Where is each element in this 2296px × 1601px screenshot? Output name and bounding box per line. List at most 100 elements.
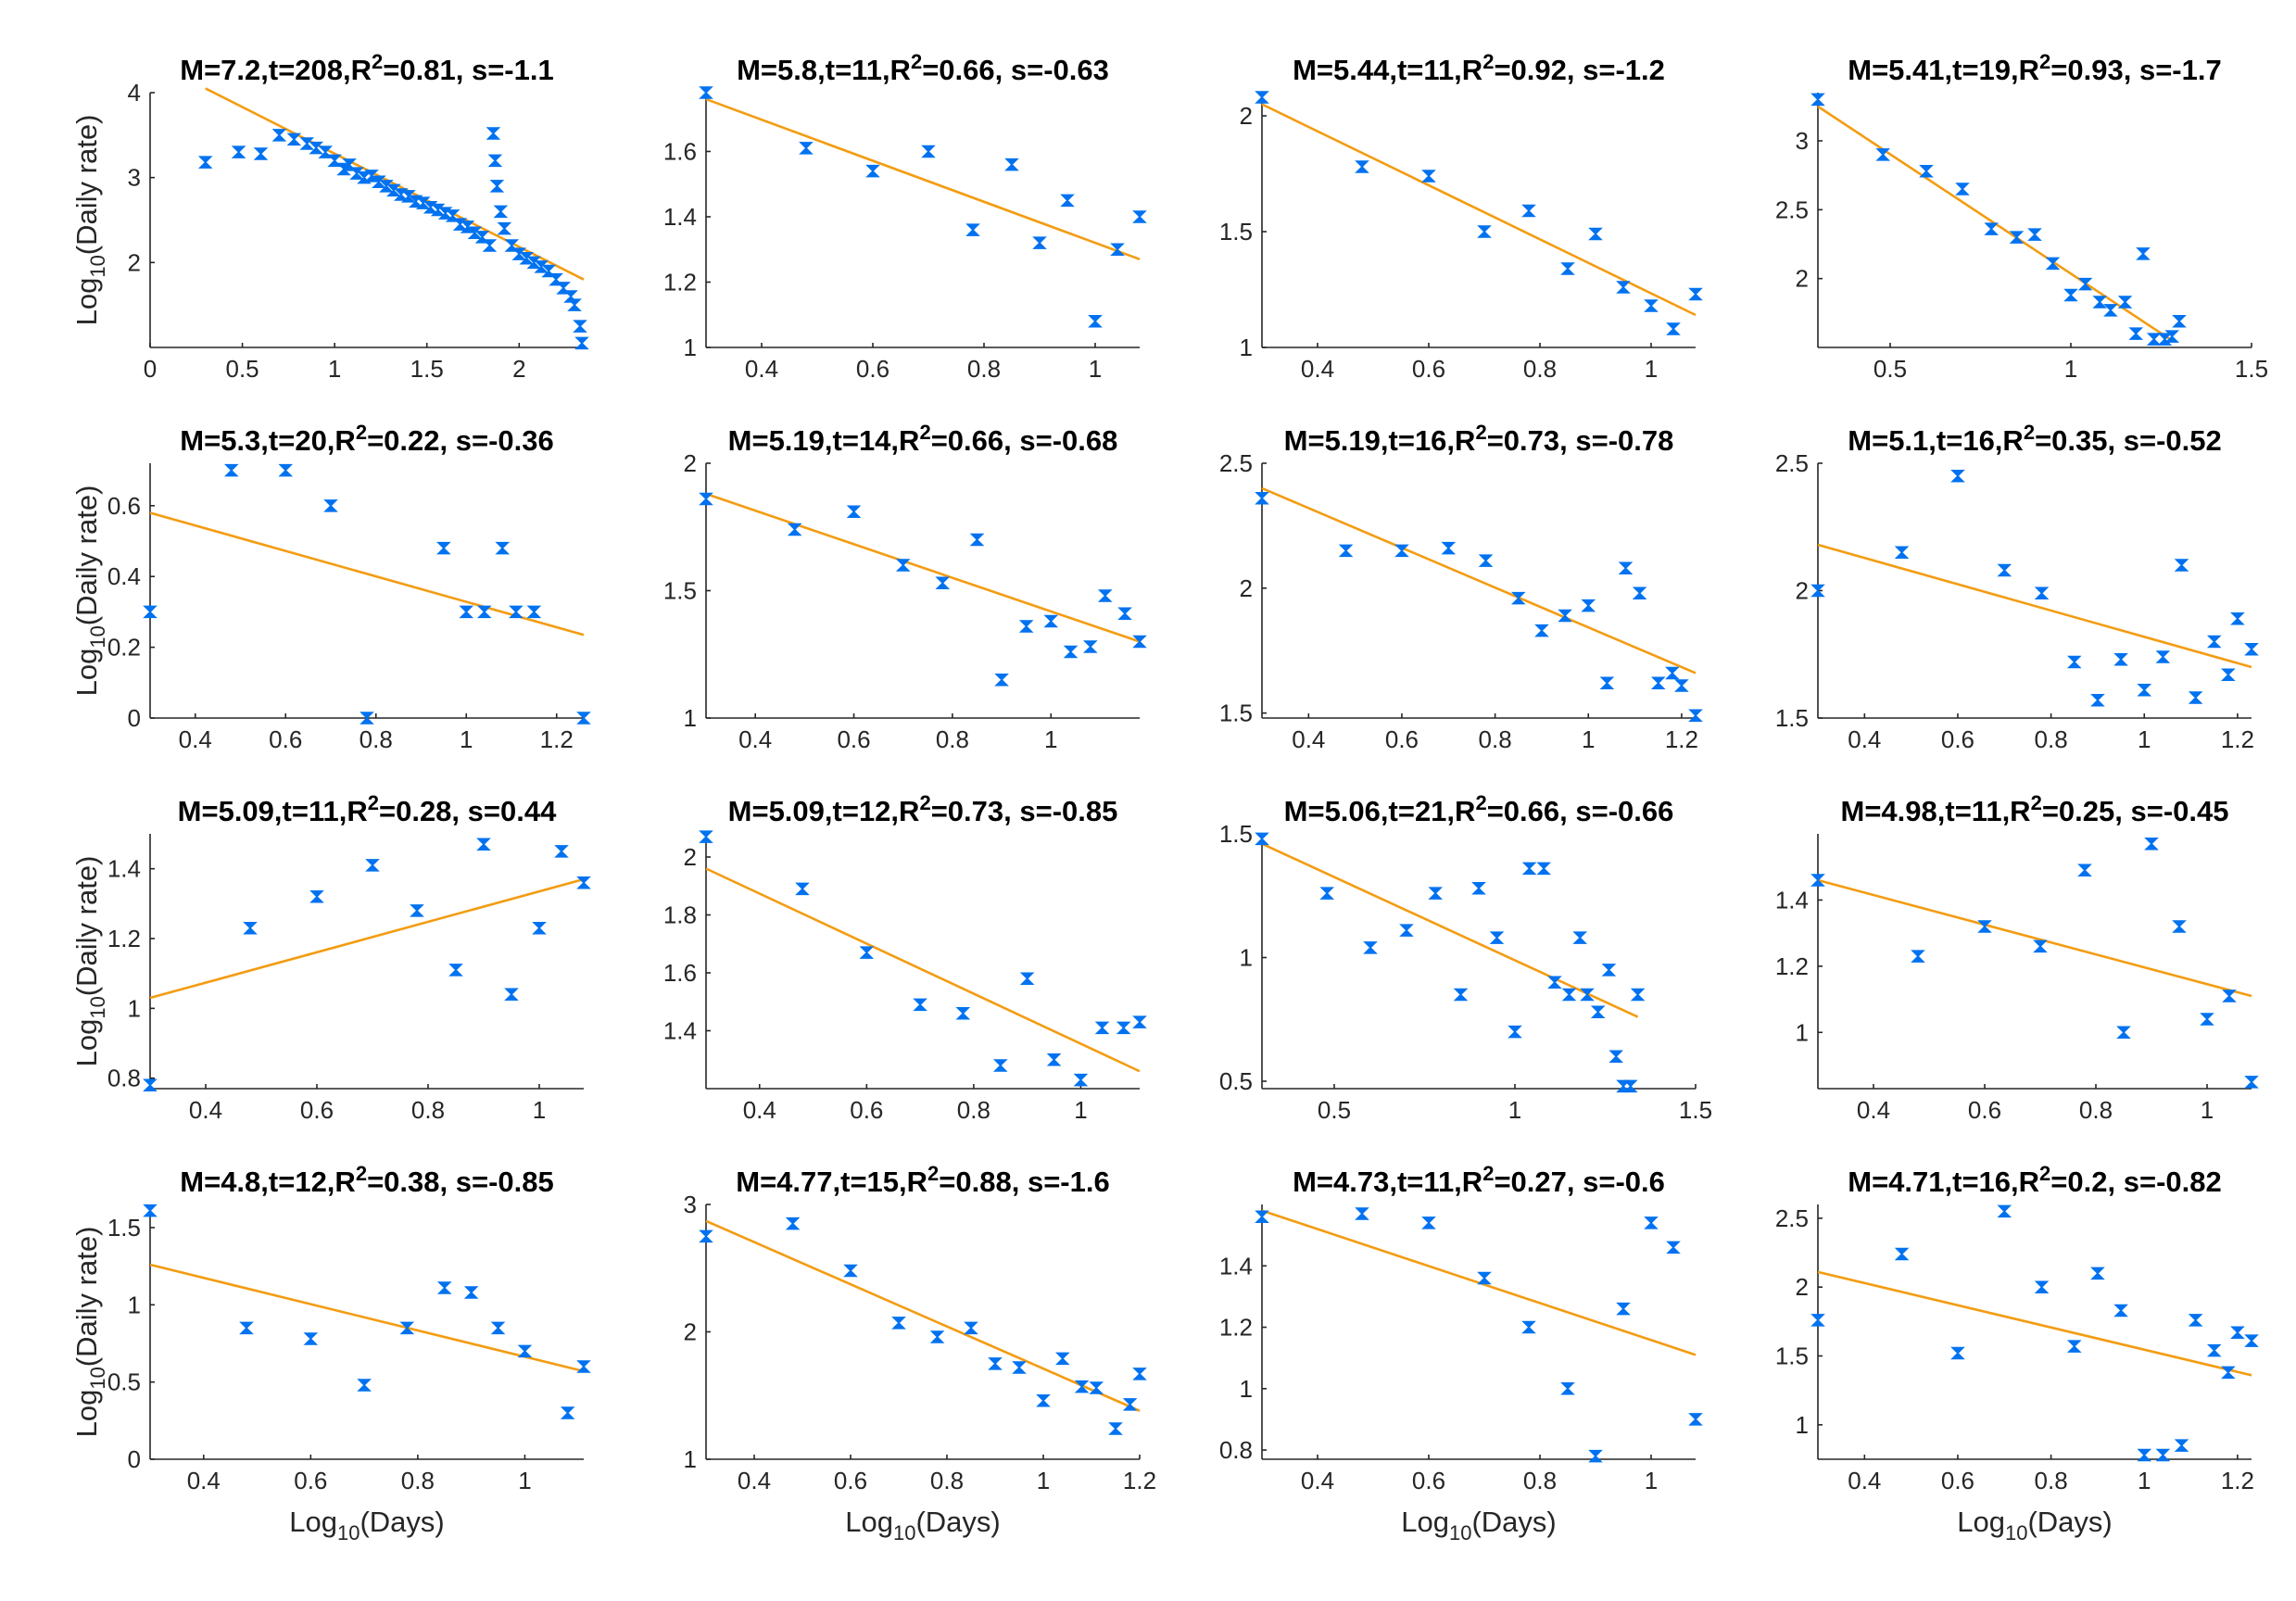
data-point xyxy=(415,196,431,209)
data-point xyxy=(2066,655,2082,669)
data-point xyxy=(2034,1280,2050,1293)
fit-line xyxy=(149,877,585,1000)
data-point xyxy=(1644,1217,1659,1229)
y-tick-label: 1.2 xyxy=(663,268,697,296)
panel-title: M=4.98,t=11,R2=0.25, s=-0.45 xyxy=(1841,791,2229,827)
panel-9: M=5.09,t=11,R2=0.28, s=0.44 0.4 0.6 0.8 1 0.8… xyxy=(70,791,591,1124)
data-point xyxy=(1977,920,1992,933)
data-point xyxy=(303,1332,319,1345)
panel-13: M=4.8,t=12,R2=0.38, s=-0.85 0.4 0.6 0.8 1 0 0.… xyxy=(70,1162,591,1544)
data-point xyxy=(1521,862,1537,876)
data-point xyxy=(1650,676,1666,690)
x-tick-label: 1 xyxy=(2138,1467,2151,1494)
panel-title: M=7.2,t=208,R2=0.81, s=-1.1 xyxy=(180,50,553,86)
x-tick-label: 1.2 xyxy=(2221,1467,2254,1494)
data-point xyxy=(576,1360,591,1373)
data-point xyxy=(556,282,571,295)
y-tick-label: 2 xyxy=(1240,102,1253,130)
data-point xyxy=(1997,563,2012,577)
panel-title: M=4.8,t=12,R2=0.38, s=-0.85 xyxy=(180,1162,553,1198)
x-tick-label: 1 xyxy=(2064,355,2077,383)
x-tick-label: 0.8 xyxy=(411,1096,445,1124)
x-tick-label: 1 xyxy=(1582,725,1595,753)
data-point xyxy=(1508,1025,1522,1039)
panel-title: M=5.19,t=16,R2=0.73, s=-0.78 xyxy=(1284,421,1674,457)
data-point xyxy=(1097,589,1113,602)
panel-3: M=5.44,t=11,R2=0.92, s=-1.2 0.4 0.6 0.8 1 1 1.… xyxy=(1219,50,1703,383)
x-tick-label: 0.5 xyxy=(1873,355,1907,383)
y-tick-label: 2 xyxy=(684,843,697,871)
x-tick-label: 1 xyxy=(1645,1467,1658,1494)
data-point xyxy=(1688,1413,1703,1426)
x-tick-label: 1 xyxy=(1074,1096,1087,1124)
data-point xyxy=(1478,554,1494,567)
data-point xyxy=(239,1321,254,1335)
data-point xyxy=(699,830,713,843)
panel-title: M=4.71,t=16,R2=0.2, s=-0.82 xyxy=(1848,1162,2221,1198)
y-tick-label: 1.2 xyxy=(1775,952,1809,980)
y-tick-label: 1 xyxy=(1796,1018,1809,1046)
x-tick-label: 0.4 xyxy=(745,355,778,383)
data-point xyxy=(2113,653,2128,666)
y-tick-label: 1 xyxy=(684,334,697,361)
data-point xyxy=(1955,183,1970,195)
panel-title: M=5.06,t=21,R2=0.66, s=-0.66 xyxy=(1284,791,1674,827)
data-point xyxy=(399,1321,415,1335)
data-point xyxy=(2090,1267,2105,1280)
y-tick-label: 1.8 xyxy=(663,901,697,929)
data-point xyxy=(787,523,802,536)
x-tick-label: 0.6 xyxy=(834,1467,867,1494)
data-point xyxy=(1561,988,1577,1002)
x-axis-label: Log10(Days) xyxy=(845,1506,1001,1544)
y-tick-label: 0.8 xyxy=(1219,1436,1253,1464)
panel-title: M=5.09,t=11,R2=0.28, s=0.44 xyxy=(178,791,557,827)
data-point xyxy=(1616,1302,1631,1316)
data-point xyxy=(372,175,386,188)
y-tick-label: 3 xyxy=(684,1191,697,1218)
data-point xyxy=(2188,1314,2203,1327)
data-point xyxy=(2092,296,2108,309)
data-point xyxy=(1083,640,1098,653)
data-point xyxy=(517,1344,533,1358)
data-point xyxy=(2045,257,2061,271)
data-point xyxy=(799,142,814,155)
data-point xyxy=(1599,676,1615,690)
x-tick-label: 0.4 xyxy=(738,1467,771,1494)
data-point xyxy=(1018,620,1034,633)
data-point xyxy=(534,260,549,273)
x-tick-label: 0.8 xyxy=(401,1467,435,1494)
x-tick-label: 1.5 xyxy=(1679,1096,1712,1124)
data-point xyxy=(1534,624,1549,637)
x-tick-label: 0.8 xyxy=(936,725,969,753)
data-point xyxy=(2244,643,2259,656)
y-tick-label: 0.5 xyxy=(107,1368,141,1396)
panel-title: M=5.44,t=11,R2=0.92, s=-1.2 xyxy=(1293,50,1665,86)
data-point xyxy=(1919,164,1934,178)
data-point xyxy=(1073,1073,1089,1087)
data-point xyxy=(1074,1380,1090,1393)
fit-line xyxy=(1261,486,1697,674)
data-point xyxy=(1088,315,1103,328)
data-point xyxy=(1560,1382,1575,1395)
fit-line xyxy=(705,867,1141,1073)
data-point xyxy=(2090,694,2105,707)
data-point xyxy=(2230,1326,2245,1339)
data-point xyxy=(2221,668,2236,681)
data-point xyxy=(1644,299,1659,312)
y-tick-label: 2.5 xyxy=(1775,449,1809,477)
data-point xyxy=(576,876,591,889)
y-tick-label: 1 xyxy=(128,994,141,1022)
x-tick-label: 0.6 xyxy=(1941,1467,1974,1494)
y-tick-label: 1.2 xyxy=(107,925,141,952)
data-point xyxy=(1043,614,1059,628)
data-point xyxy=(1132,1368,1147,1380)
data-point xyxy=(2027,228,2042,241)
data-point xyxy=(1984,222,2000,235)
data-point xyxy=(1616,281,1631,294)
data-point xyxy=(573,320,587,333)
data-point xyxy=(278,463,294,477)
data-point xyxy=(143,1204,158,1217)
data-point xyxy=(1036,1394,1051,1407)
fit-line xyxy=(149,1263,585,1373)
